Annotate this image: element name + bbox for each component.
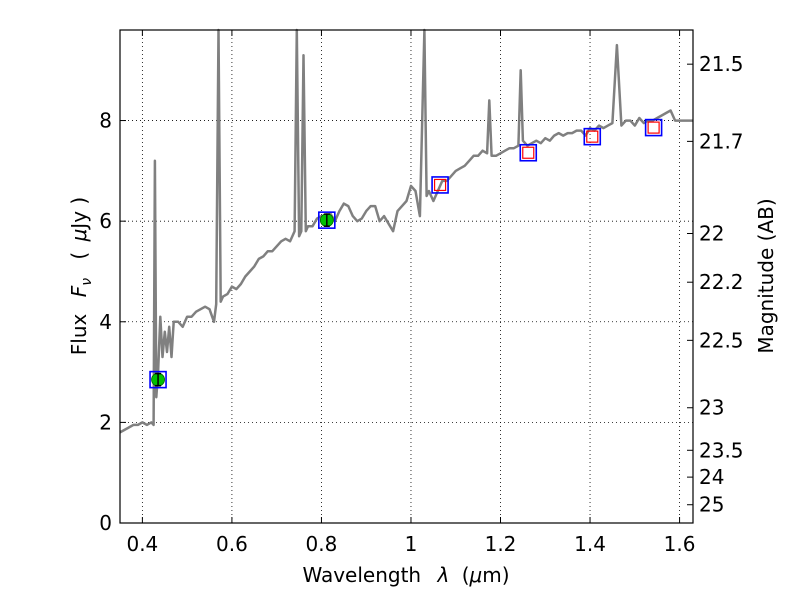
x-tick-label: 0.6 <box>216 532 248 556</box>
x-tick-label: 0.4 <box>126 532 158 556</box>
mag-tick-label: 21.5 <box>699 52 744 76</box>
mag-tick-label: 21.7 <box>699 129 744 153</box>
model-point-box <box>431 176 449 194</box>
y-tick-label: 0 <box>99 511 112 535</box>
model-point <box>522 146 535 159</box>
x-tick-label: 1.2 <box>485 532 517 556</box>
y-tick-label: 6 <box>99 209 112 233</box>
mag-tick-label: 24 <box>699 465 724 489</box>
mag-tick-label: 23 <box>699 396 724 420</box>
model-point <box>647 121 660 134</box>
y-axis-label: Flux Fν ( μJy ) <box>67 197 96 355</box>
x-axis-label: Wavelength λ (μm) <box>302 563 509 587</box>
plot-frame <box>119 29 694 524</box>
model-point-box <box>519 143 538 162</box>
observed-point-box <box>318 211 336 229</box>
mag-tick-label: 22.2 <box>699 270 744 294</box>
y2-axis-label: Magnitude (AB) <box>754 198 778 353</box>
mag-tick-label: 23.5 <box>699 438 744 462</box>
mag-tick-label: 25 <box>699 493 724 517</box>
model-point <box>586 130 599 143</box>
x-tick-label: 1.6 <box>664 532 696 556</box>
y-axis-label-unit-open: ( <box>67 252 91 260</box>
y-axis-label-unit-rest: Jy ) <box>67 197 91 231</box>
mag-tick-label: 22.5 <box>699 328 744 352</box>
y-tick-label: 4 <box>99 310 112 334</box>
model-point <box>433 178 447 192</box>
y-axis-label-symbol: F <box>67 285 91 297</box>
photometry-markers <box>149 118 663 389</box>
x-axis-label-symbol: λ <box>436 563 449 587</box>
x-axis-label-unit-rest: m) <box>482 563 509 587</box>
series-layer <box>119 28 693 434</box>
mag-tick-label: 22 <box>699 222 724 246</box>
grid-lines <box>120 30 693 524</box>
y-axis-label-unit-mu: μ <box>67 229 91 243</box>
x-tick-label: 1.4 <box>574 532 606 556</box>
x-axis-label-unit-mu: μ <box>469 563 483 587</box>
model-point-box <box>644 118 663 137</box>
x-tick-label: 1 <box>405 532 418 556</box>
axis-ticks: 0.4 0.6 0.8 1 1.2 1.4 1.60246821.521.72222.222… <box>99 30 744 556</box>
y-axis-label-text: Flux <box>67 313 91 355</box>
spectrum-line <box>119 28 693 434</box>
y-tick-label: 8 <box>99 109 112 133</box>
y-axis-label-sub: ν <box>79 278 95 286</box>
model-point-box <box>583 127 602 146</box>
x-tick-label: 0.8 <box>306 532 338 556</box>
x-axis-label-text: Wavelength <box>302 563 421 587</box>
observed-point-box <box>149 370 167 389</box>
x-axis-label-unit-open: ( <box>462 563 470 587</box>
y-tick-label: 2 <box>99 410 112 434</box>
